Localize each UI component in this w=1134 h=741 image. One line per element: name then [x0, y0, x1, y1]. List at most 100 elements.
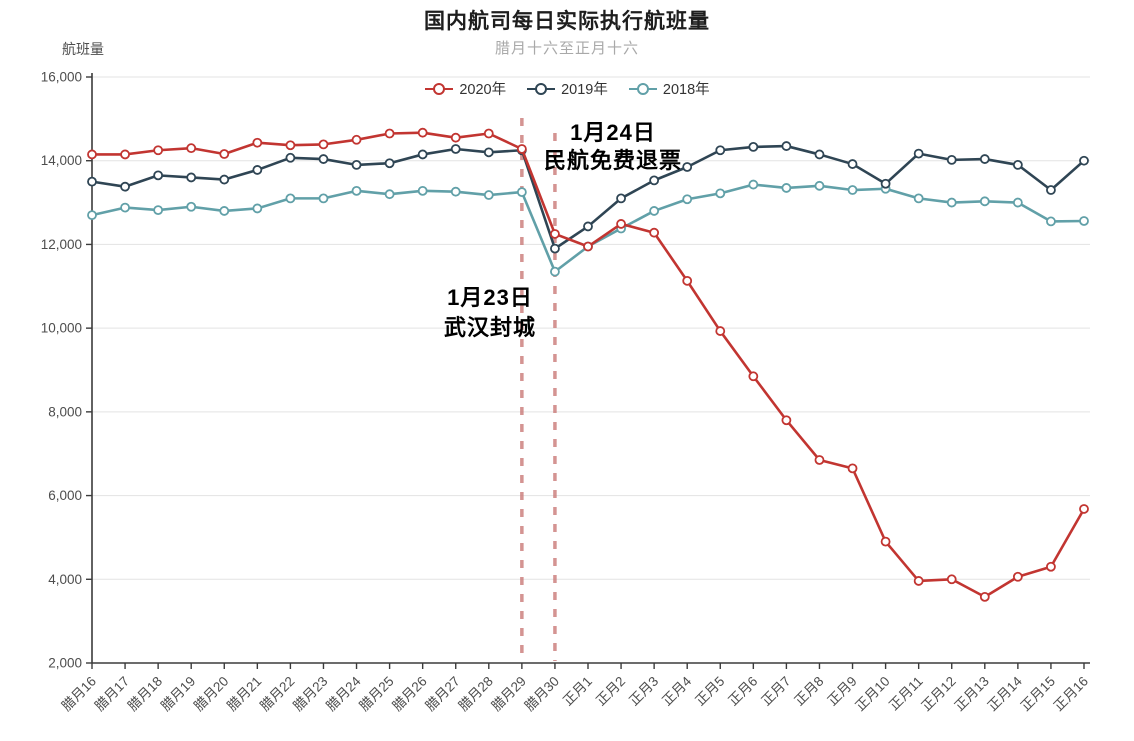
- x-axis-label: 腊月26: [389, 674, 429, 714]
- x-axis-label: 正月14: [985, 673, 1026, 714]
- data-point-2018年: [748, 179, 759, 190]
- x-axis-label: 正月6: [725, 674, 760, 709]
- data-point-2018年: [979, 196, 990, 207]
- data-point-2020年: [781, 415, 792, 426]
- data-point-2018年: [120, 202, 130, 213]
- data-point-2019年: [649, 175, 660, 186]
- data-point-2019年: [285, 152, 296, 163]
- y-axis-label: 6,000: [48, 488, 82, 503]
- data-point-2020年: [87, 149, 97, 160]
- data-point-2020年: [715, 326, 726, 336]
- x-axis-label: 正月11: [886, 674, 926, 714]
- data-point-2020年: [285, 140, 296, 151]
- series-line-2020年: [90, 131, 1086, 599]
- data-point-2020年: [450, 132, 461, 143]
- line-marker-icon: [425, 82, 454, 95]
- x-axis-label: 正月3: [626, 674, 661, 709]
- data-point-2018年: [351, 185, 362, 196]
- x-axis-label: 正月13: [952, 674, 992, 714]
- data-point-2018年: [384, 189, 395, 200]
- data-point-2020年: [550, 229, 560, 239]
- data-point-2020年: [384, 128, 395, 139]
- data-point-2018年: [153, 205, 164, 216]
- x-axis-label: 正月1: [560, 674, 595, 709]
- data-point-2020年: [120, 149, 130, 160]
- x-axis-label: 腊月17: [92, 674, 132, 714]
- data-point-2019年: [715, 145, 726, 156]
- x-axis-label: 腊月23: [290, 674, 330, 714]
- x-axis-label: 腊月30: [522, 674, 562, 714]
- data-point-2019年: [550, 243, 560, 254]
- line-marker-icon: [628, 82, 657, 95]
- annotation-line: 1月24日: [570, 120, 656, 145]
- data-point-2020年: [616, 219, 626, 229]
- data-point-2019年: [616, 193, 626, 204]
- x-axis-label: 正月12: [919, 674, 959, 714]
- data-point-2018年: [285, 193, 296, 204]
- data-point-2018年: [946, 197, 957, 208]
- x-axis-label: 正月16: [1051, 674, 1091, 714]
- data-point-2018年: [87, 210, 97, 221]
- x-axis-label: 腊月29: [489, 674, 529, 714]
- y-axis-label: 14,000: [41, 153, 82, 168]
- data-point-2020年: [847, 463, 858, 474]
- data-point-2019年: [1012, 159, 1023, 170]
- data-point-2018年: [649, 206, 660, 216]
- annotation-line: 1月23日: [447, 285, 533, 310]
- data-point-2019年: [219, 174, 230, 185]
- data-point-2020年: [318, 139, 329, 150]
- data-point-2018年: [847, 185, 858, 195]
- data-point-2019年: [120, 181, 130, 192]
- x-axis-label: 腊月24: [323, 673, 364, 714]
- chart-subtitle: 腊月十六至正月十六: [494, 40, 639, 57]
- x-axis-label: 正月5: [692, 674, 727, 709]
- data-point-2018年: [814, 180, 825, 191]
- annotation-line: 武汉封城: [443, 315, 536, 340]
- y-axis-label: 10,000: [41, 321, 82, 336]
- x-axis-label: 腊月22: [257, 674, 297, 714]
- x-axis-label: 腊月27: [423, 674, 463, 714]
- data-point-2018年: [913, 193, 924, 204]
- data-point-2019年: [979, 154, 990, 164]
- data-point-2019年: [417, 149, 428, 160]
- data-point-2020年: [153, 145, 164, 156]
- y-axis-label: 12,000: [41, 237, 82, 252]
- legend-label-2018: 2018年: [662, 82, 710, 98]
- data-point-2020年: [979, 591, 990, 602]
- y-axis-label: 4,000: [48, 572, 82, 587]
- data-point-2018年: [186, 201, 197, 212]
- data-point-2020年: [913, 576, 924, 586]
- annotation-line: 民航免费退票: [543, 148, 682, 173]
- x-axis-label: 正月15: [1018, 674, 1058, 714]
- x-axis-label: 腊月28: [456, 674, 496, 714]
- data-point-2020年: [351, 134, 362, 145]
- data-point-2018年: [682, 194, 693, 205]
- data-point-2020年: [649, 227, 660, 238]
- data-point-2020年: [417, 127, 428, 138]
- data-point-2020年: [252, 137, 263, 148]
- data-point-2018年: [450, 186, 461, 197]
- data-point-2019年: [87, 176, 97, 187]
- y-axis-label: 2,000: [48, 656, 82, 671]
- data-point-2020年: [880, 536, 891, 547]
- data-point-2018年: [417, 185, 428, 196]
- x-axis-label: 正月2: [593, 674, 628, 709]
- x-axis-label: 腊月20: [191, 674, 231, 714]
- x-axis-label: 正月7: [759, 674, 794, 709]
- data-point-2018年: [516, 187, 527, 198]
- legend-label-2019: 2019年: [561, 82, 608, 98]
- data-point-2020年: [219, 149, 230, 159]
- data-point-2019年: [880, 178, 891, 189]
- data-point-2019年: [186, 172, 197, 183]
- data-point-2020年: [1079, 504, 1089, 514]
- data-point-2019年: [483, 147, 494, 158]
- data-point-2019年: [450, 144, 461, 154]
- legend-item-2018[interactable]: 2018年: [628, 78, 710, 99]
- data-point-2018年: [483, 190, 494, 200]
- legend-item-2019[interactable]: 2019年: [526, 78, 608, 99]
- chart-title: 国内航司每日实际执行航班量: [424, 10, 710, 33]
- x-axis-label: 正月8: [792, 674, 827, 709]
- legend-item-2020[interactable]: 2020年: [424, 78, 506, 99]
- x-axis-label: 腊月19: [158, 674, 198, 714]
